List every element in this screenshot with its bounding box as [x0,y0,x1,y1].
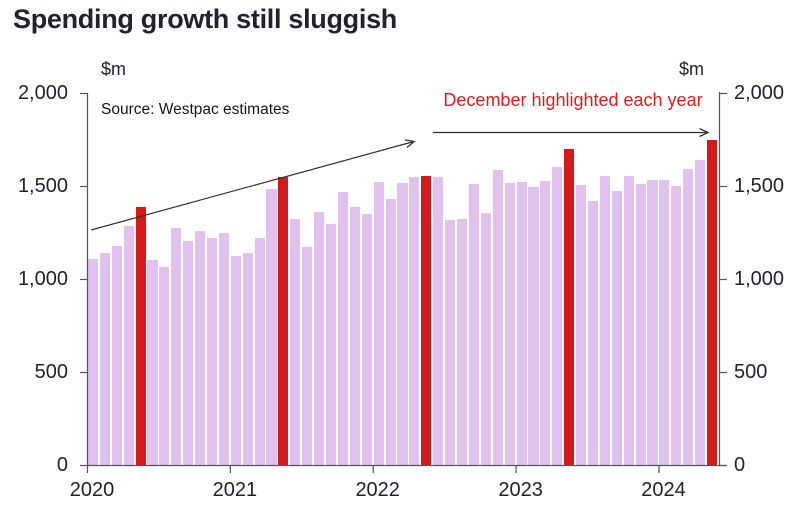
bar [361,213,372,465]
bar [159,266,170,465]
bar [123,226,134,465]
bar [599,175,610,465]
bar [587,200,599,465]
x-axis-year-label: 2022 [355,479,400,501]
bar [576,185,587,465]
bar [218,232,229,465]
bar [409,176,420,465]
bar [695,160,706,465]
bar [326,224,337,465]
bar [87,258,98,465]
y-axis-label-right: 500 [734,361,768,383]
bar-december [278,176,289,465]
bar [99,253,110,465]
bar [302,247,313,465]
chart-title: Spending growth still sluggish [13,4,397,34]
bar [611,190,622,465]
december-annotation: December highlighted each year [443,90,703,110]
bar [683,169,694,465]
y-axis-label-right: 2,000 [734,82,785,104]
y-axis-label-left: 1,000 [17,268,68,290]
bar [314,212,325,465]
x-axis-year-label: 2021 [212,479,258,501]
bar [647,180,658,465]
bar [516,182,527,465]
bar [337,191,349,465]
y-axis-label-right: 1,500 [734,175,785,197]
bar [373,182,384,465]
y-axis-label-right: 0 [734,454,746,476]
bar [254,238,265,465]
bar [206,238,218,465]
bar [230,255,241,465]
bar [349,206,360,465]
y-axis-label-left: 2,000 [17,82,68,104]
bar [552,167,563,465]
bar [623,175,634,465]
bar [433,176,444,465]
bar [171,227,182,465]
y-axis-label-right: 1,000 [734,268,785,290]
bar [480,213,491,465]
x-axis-year-label: 2020 [69,479,115,501]
bar [195,230,206,465]
bar-december [564,148,575,465]
bar [111,246,122,465]
bar [528,186,539,465]
bar [397,183,408,465]
bar [468,184,479,465]
bar [492,170,503,465]
bar-december [421,175,432,465]
bars-layer [87,93,718,465]
y-axis-unit-left: $m [101,59,127,79]
plot-area [87,93,718,465]
x-axis-year-label: 2024 [641,479,686,501]
bar-december [135,207,146,465]
bar [290,218,301,465]
bar [445,219,456,465]
bar-december [706,140,718,465]
bar [659,179,670,465]
bar [242,253,253,465]
bar [456,218,468,465]
source-note: Source: Westpac estimates [101,101,290,118]
y-axis-label-left: 1,500 [17,175,68,197]
y-axis-label-left: 500 [34,361,68,383]
bar [385,199,396,465]
bar [635,184,646,465]
bar [183,240,194,465]
y-axis-label-left: 0 [56,454,68,476]
bar [671,186,682,465]
y-axis-unit-right: $m [679,59,705,79]
bar [266,188,277,465]
bar [540,181,551,465]
bar [504,183,515,465]
x-axis-year-label: 2023 [498,479,543,501]
bar [147,259,158,465]
